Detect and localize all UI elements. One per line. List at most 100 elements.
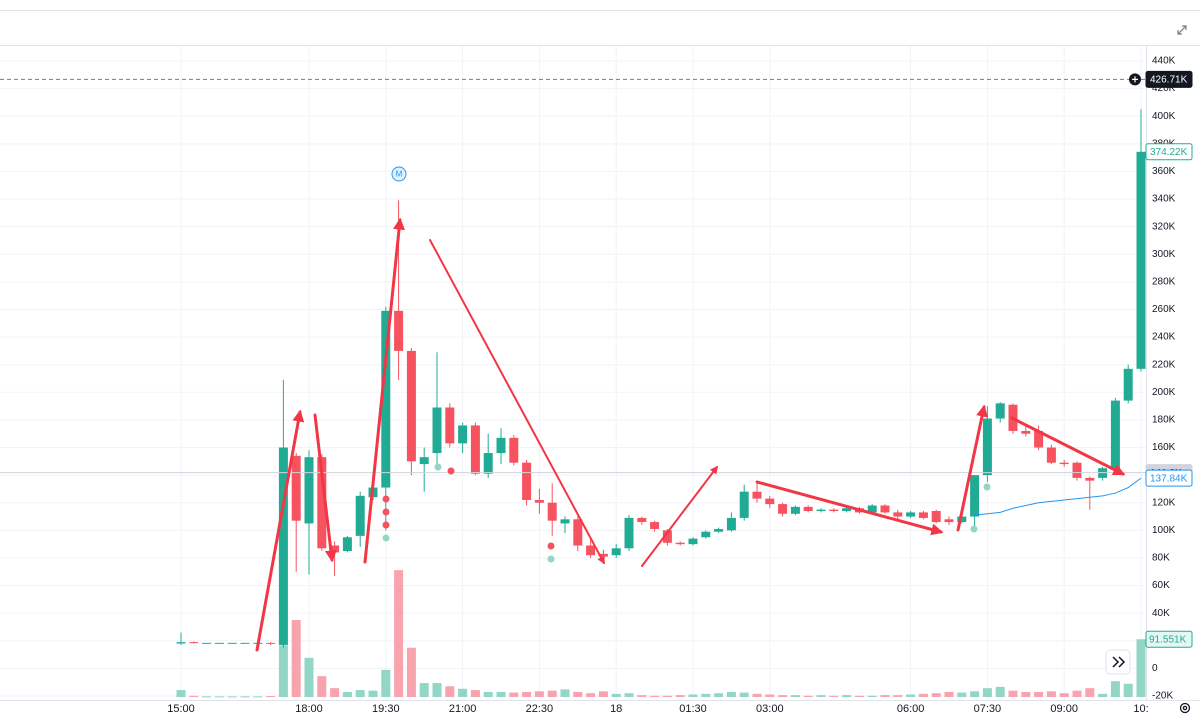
y-tick-label: 120K — [1152, 497, 1176, 508]
volume-bar — [317, 676, 327, 697]
volume-bar — [458, 688, 468, 697]
candle-body — [1034, 430, 1044, 448]
settings-icon[interactable] — [1179, 702, 1191, 714]
candle-body — [829, 509, 839, 512]
candle-body — [918, 512, 928, 518]
volume-bar — [1021, 691, 1031, 697]
volume-bar — [291, 620, 301, 697]
volume-bar — [931, 693, 941, 697]
price-label: 374.22K — [1150, 147, 1188, 158]
x-tick-label: 18 — [610, 703, 622, 715]
volume-bar — [355, 690, 365, 697]
volume-bar — [176, 690, 186, 697]
price-label-box — [1145, 143, 1193, 161]
event-dot — [970, 525, 978, 533]
volume-pane — [176, 570, 1146, 698]
candle-body — [893, 512, 903, 517]
volume-bar — [1123, 683, 1133, 697]
volume-bar — [304, 657, 314, 697]
event-dot — [382, 495, 390, 503]
candle-body — [1123, 368, 1133, 401]
volume-bar — [253, 696, 263, 698]
volume-bar — [330, 688, 340, 697]
x-tick-label: 01:30 — [679, 703, 707, 715]
event-dot — [382, 508, 390, 516]
volume-bar — [803, 695, 813, 697]
candle-body — [906, 512, 916, 517]
candle-body — [496, 437, 506, 454]
candle-body — [330, 545, 340, 553]
volume-bar — [266, 696, 276, 698]
volume-bar — [957, 692, 967, 697]
volume-bar — [726, 691, 736, 697]
volume-bar — [509, 692, 519, 697]
volume-bar — [560, 689, 570, 697]
candle-body — [432, 407, 442, 454]
moving-average-line — [974, 477, 1142, 516]
event-marker[interactable] — [391, 166, 407, 182]
volume-bar — [637, 695, 647, 697]
volume-bar — [893, 695, 903, 697]
volume-bar — [406, 647, 416, 697]
candle-body — [278, 447, 288, 645]
event-marker-label: M — [396, 170, 403, 179]
arrow — [363, 217, 405, 564]
candle-body — [445, 407, 455, 444]
candle-body — [970, 475, 980, 517]
volume-bar — [1072, 690, 1082, 697]
arrows — [255, 217, 1126, 652]
volume-bar — [662, 695, 672, 697]
arrow — [641, 465, 718, 567]
arrow — [755, 480, 944, 536]
candle-body — [995, 403, 1005, 419]
volume-bar — [278, 645, 288, 697]
candle-body — [560, 519, 570, 524]
candle-body — [726, 517, 736, 531]
volume-bar — [701, 693, 711, 697]
volume-bar — [829, 695, 839, 697]
volume-bar — [650, 695, 660, 697]
candle-body — [944, 519, 954, 523]
volume-bar — [470, 690, 480, 697]
candles — [176, 109, 1146, 648]
volume-bar — [1034, 691, 1044, 697]
volume-bar — [906, 694, 916, 697]
overlay — [0, 78, 1146, 516]
y-tick-label: 220K — [1152, 359, 1176, 370]
volume-bar — [240, 696, 250, 698]
candle-body — [547, 502, 557, 521]
volume-bar — [688, 694, 698, 697]
volume-bar — [1110, 681, 1120, 697]
candle-body — [483, 453, 493, 474]
volume-bar — [598, 691, 608, 697]
volume-bar — [227, 696, 237, 698]
volume-bar — [765, 694, 775, 697]
expand-icon[interactable] — [1177, 25, 1187, 35]
volume-bar — [586, 693, 596, 697]
candle-body — [688, 538, 698, 545]
candle-body — [957, 516, 967, 523]
volume-bar — [202, 696, 212, 698]
scroll-to-realtime-button[interactable] — [1105, 649, 1131, 675]
event-dot — [447, 467, 455, 475]
y-tick-label: 40K — [1152, 608, 1170, 619]
x-tick-label: 19:30 — [372, 703, 400, 715]
candle-body — [419, 457, 429, 465]
y-tick-label: 80K — [1152, 553, 1170, 564]
volume-bar — [790, 695, 800, 697]
y-tick-label: 420K — [1152, 83, 1176, 94]
volume-bar — [214, 696, 224, 698]
volume-bar — [611, 693, 621, 697]
candle-body — [240, 642, 250, 644]
candle-body — [701, 531, 711, 538]
candle-body — [202, 642, 212, 644]
y-tick-label: 280K — [1152, 277, 1176, 288]
candle-body — [522, 462, 532, 500]
x-tick-label: 10: — [1133, 703, 1148, 715]
candle-body — [406, 350, 416, 462]
volume-bar — [1098, 693, 1108, 697]
y-tick-label: 180K — [1152, 415, 1176, 426]
candle-body — [816, 509, 826, 512]
candle-body — [982, 418, 992, 476]
